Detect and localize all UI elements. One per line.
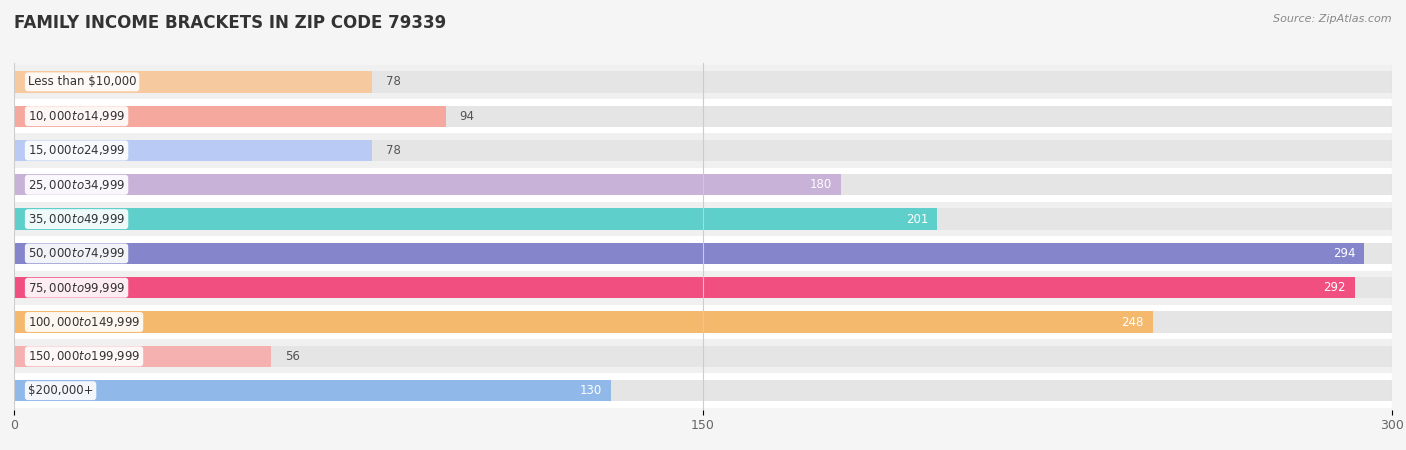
Bar: [14, 140, 1392, 161]
Bar: [14, 106, 1392, 127]
Text: 292: 292: [1323, 281, 1346, 294]
Bar: [14, 277, 1355, 298]
Text: $200,000+: $200,000+: [28, 384, 93, 397]
Text: 130: 130: [579, 384, 602, 397]
Text: 56: 56: [285, 350, 299, 363]
Bar: [14, 346, 271, 367]
Text: Source: ZipAtlas.com: Source: ZipAtlas.com: [1274, 14, 1392, 23]
Bar: [14, 380, 1392, 401]
Bar: [14, 202, 1392, 236]
Bar: [14, 346, 1392, 367]
Text: $35,000 to $49,999: $35,000 to $49,999: [28, 212, 125, 226]
Text: $150,000 to $199,999: $150,000 to $199,999: [28, 349, 141, 363]
Bar: [14, 99, 1392, 133]
Bar: [14, 270, 1392, 305]
Text: 201: 201: [905, 212, 928, 225]
Text: 78: 78: [387, 75, 401, 88]
Text: $15,000 to $24,999: $15,000 to $24,999: [28, 144, 125, 158]
Bar: [14, 380, 612, 401]
Bar: [14, 65, 1392, 99]
Bar: [14, 339, 1392, 374]
Bar: [14, 277, 1392, 298]
Bar: [14, 140, 373, 161]
Text: $10,000 to $14,999: $10,000 to $14,999: [28, 109, 125, 123]
Bar: [14, 243, 1392, 264]
Text: 294: 294: [1333, 247, 1355, 260]
Bar: [14, 106, 446, 127]
Bar: [14, 133, 1392, 168]
Bar: [14, 243, 1364, 264]
Bar: [14, 311, 1392, 333]
Bar: [14, 71, 373, 93]
Bar: [14, 208, 1392, 230]
Bar: [14, 305, 1392, 339]
Bar: [14, 174, 1392, 195]
Text: 248: 248: [1122, 315, 1144, 328]
Text: 78: 78: [387, 144, 401, 157]
Bar: [14, 174, 841, 195]
Text: $50,000 to $74,999: $50,000 to $74,999: [28, 247, 125, 261]
Text: 180: 180: [810, 178, 831, 191]
Text: $25,000 to $34,999: $25,000 to $34,999: [28, 178, 125, 192]
Text: FAMILY INCOME BRACKETS IN ZIP CODE 79339: FAMILY INCOME BRACKETS IN ZIP CODE 79339: [14, 14, 446, 32]
Bar: [14, 208, 938, 230]
Text: Less than $10,000: Less than $10,000: [28, 75, 136, 88]
Text: $75,000 to $99,999: $75,000 to $99,999: [28, 281, 125, 295]
Text: $100,000 to $149,999: $100,000 to $149,999: [28, 315, 141, 329]
Bar: [14, 236, 1392, 270]
Text: 94: 94: [460, 110, 475, 123]
Bar: [14, 311, 1153, 333]
Bar: [14, 374, 1392, 408]
Bar: [14, 71, 1392, 93]
Bar: [14, 168, 1392, 202]
